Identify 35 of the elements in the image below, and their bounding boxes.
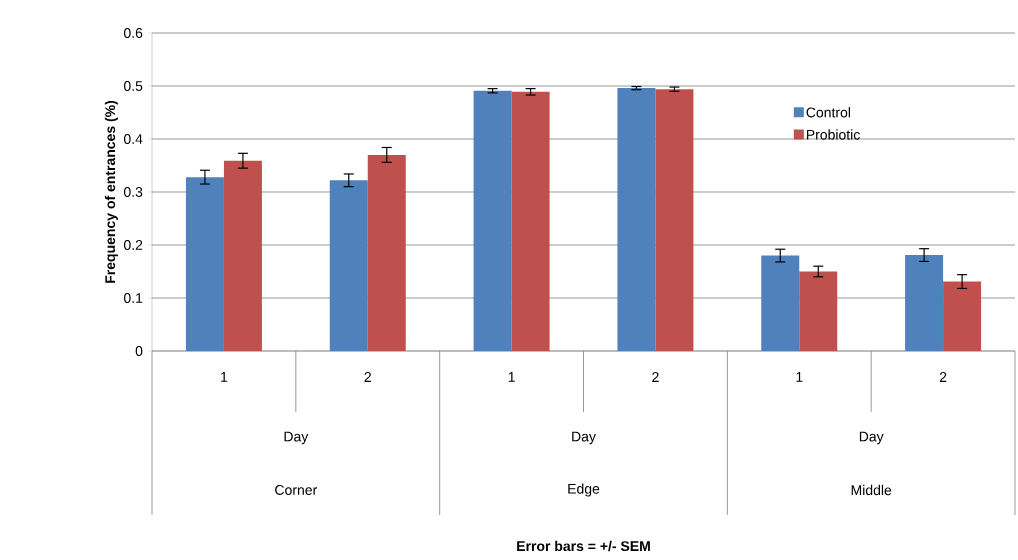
bar [617,88,656,351]
x-tick-label: 1 [796,372,803,382]
bar [799,271,838,351]
y-tick-label: 0.3 [123,187,143,197]
y-tick-label: 0.1 [123,293,143,303]
x-tick-label: 2 [364,372,371,382]
bar [223,160,262,351]
bar [655,89,694,351]
text: Day [859,431,884,445]
text: Error bars = +/- SEM [517,540,650,552]
text: Day [572,431,596,445]
y-axis-title: Frequency of entrances (%) [104,100,118,283]
y-tick-label: 0.5 [123,81,143,91]
bar [943,281,982,351]
y-tick-label: 0.6 [123,28,143,38]
x-tick-label: 2 [652,372,659,382]
bar [367,154,406,351]
bar [185,177,224,351]
x-tick-label: 1 [508,372,515,382]
text: Corner [275,485,318,495]
legend-label: Probiotic [806,129,860,140]
text: Day [284,431,309,445]
bar [511,91,550,351]
text: Edge [568,483,600,497]
text: Middle [851,484,892,496]
bar [329,180,368,351]
bar [905,255,944,351]
legend-label: Control [806,107,850,118]
y-tick-label: 0.4 [123,134,143,144]
y-tick-label: 0 [135,346,143,356]
bar [761,255,800,351]
y-tick-label: 0.2 [123,240,143,250]
x-tick-label: 1 [221,372,228,382]
x-tick-label: 2 [939,372,947,382]
bar [473,90,512,351]
